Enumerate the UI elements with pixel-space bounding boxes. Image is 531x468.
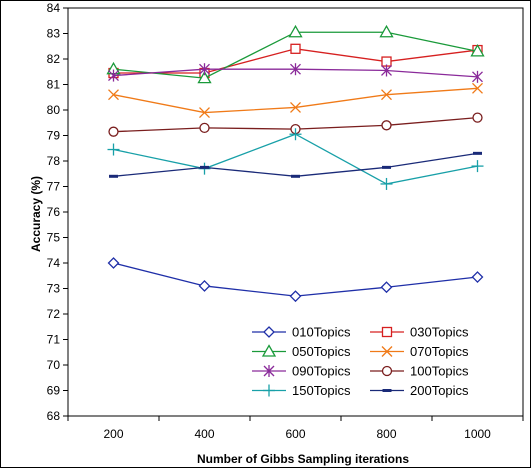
y-tick-label: 79 [47, 129, 61, 143]
data-point-200topics [473, 151, 482, 155]
plot-area [67, 7, 524, 417]
data-point-100topics [108, 126, 119, 137]
legend-label: 100Topics [410, 364, 469, 379]
y-tick-label: 71 [47, 333, 61, 347]
data-point-050topics [470, 44, 485, 57]
data-point-070topics [108, 89, 119, 101]
data-point-150topics [380, 177, 393, 190]
x-tick-label: 800 [376, 427, 396, 441]
y-tick-label: 70 [47, 358, 61, 372]
legend-item-050topics: 050Topics [252, 344, 351, 359]
data-point-150topics [107, 143, 120, 156]
y-tick-label: 74 [47, 256, 61, 270]
legend-item-200topics: 200Topics [370, 383, 469, 398]
series-150topics [107, 128, 484, 190]
series-070topics [108, 82, 483, 119]
legend: 010Topics 030Topics 050Topics 070Topics 090T… [252, 325, 469, 398]
data-point-090topics [290, 63, 301, 76]
y-tick-label: 75 [47, 231, 61, 245]
legend-item-150topics: 150Topics [252, 383, 351, 398]
legend-swatch-marker [381, 326, 393, 338]
data-point-050topics [197, 70, 212, 84]
data-point-200topics [291, 174, 300, 178]
y-tick-label: 82 [47, 52, 61, 66]
data-point-070topics [381, 89, 392, 101]
data-point-100topics [381, 120, 392, 131]
series-050topics [106, 24, 485, 84]
legend-label: 030Topics [410, 325, 469, 340]
data-point-010topics [289, 290, 302, 303]
y-axis: 68 69 70 71 72 73 74 75 76 77 78 79 80 81 82 83 84 [47, 1, 68, 423]
y-tick-label: 69 [47, 384, 61, 398]
legend-swatch-marker [263, 365, 275, 377]
data-point-050topics [379, 24, 394, 38]
x-axis: 200 400 600 800 1000 [67, 416, 524, 441]
legend-item-100topics: 100Topics [370, 364, 469, 379]
data-point-070topics [472, 82, 483, 94]
data-point-010topics [107, 257, 120, 269]
x-tick-label: 200 [103, 427, 123, 441]
data-point-010topics [380, 281, 393, 294]
legend-swatch-marker [382, 389, 392, 392]
legend-label: 150Topics [292, 383, 351, 398]
data-point-030topics [290, 43, 301, 54]
data-point-100topics [199, 122, 210, 133]
data-point-150topics [471, 160, 484, 173]
data-point-010topics [198, 280, 211, 292]
data-point-200topics [109, 174, 118, 178]
y-tick-label: 83 [47, 27, 61, 41]
y-tick-label: 84 [47, 1, 61, 15]
data-point-090topics [199, 63, 210, 76]
legend-item-070topics: 070Topics [370, 344, 469, 359]
series-200topics [109, 151, 482, 178]
series-layer [106, 24, 485, 303]
legend-label: 050Topics [292, 344, 351, 359]
x-tick-label: 400 [194, 427, 214, 441]
data-point-200topics [382, 165, 391, 169]
y-tick-label: 76 [47, 205, 61, 219]
y-tick-label: 72 [47, 307, 61, 321]
y-tick-label: 73 [47, 282, 61, 296]
data-point-090topics [108, 69, 119, 82]
legend-label: 200Topics [410, 383, 469, 398]
legend-label: 090Topics [292, 364, 351, 379]
y-tick-label: 78 [47, 154, 61, 168]
y-tick-label: 80 [47, 103, 61, 117]
data-point-070topics [290, 101, 301, 113]
x-tick-label: 600 [285, 427, 305, 441]
y-tick-label: 81 [47, 78, 61, 92]
data-point-100topics [472, 112, 483, 123]
data-point-070topics [199, 107, 210, 119]
y-axis-title: Accuracy (%) [29, 176, 43, 252]
series-010topics [107, 257, 484, 303]
legend-swatch-marker [263, 326, 275, 338]
series-090topics [108, 63, 483, 83]
legend-swatch-marker [263, 384, 275, 397]
legend-label: 070Topics [410, 344, 469, 359]
data-point-150topics [289, 128, 302, 141]
x-tick-label: 1000 [464, 427, 491, 441]
legend-item-030topics: 030Topics [370, 325, 469, 340]
legend-item-090topics: 090Topics [252, 364, 351, 379]
legend-swatch-marker [261, 344, 277, 357]
x-axis-title: Number of Gibbs Sampling iterations [197, 452, 409, 466]
y-tick-label: 77 [47, 180, 61, 194]
data-point-050topics [288, 24, 303, 38]
data-point-090topics [472, 70, 483, 83]
y-tick-label: 68 [47, 409, 61, 423]
legend-label: 010Topics [292, 325, 351, 340]
data-point-010topics [471, 271, 484, 283]
legend-item-010topics: 010Topics [252, 325, 351, 340]
data-point-090topics [381, 64, 392, 77]
legend-swatch-marker [381, 365, 393, 377]
data-point-200topics [200, 165, 209, 169]
legend-swatch-marker [381, 346, 393, 357]
